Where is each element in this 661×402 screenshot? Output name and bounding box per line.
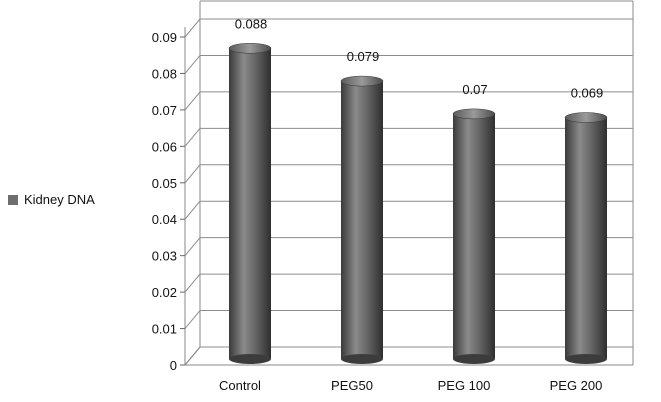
bars: [228, 43, 608, 364]
bar-body: [565, 117, 607, 360]
bar-top: [340, 75, 384, 87]
data-label: 0.079: [347, 49, 380, 64]
y-tick-label: 0: [170, 358, 177, 373]
bar-base: [341, 354, 383, 364]
x-tick-label: PEG 200: [550, 378, 603, 393]
bar-body: [341, 81, 383, 359]
bar-body: [453, 113, 495, 359]
bar: [340, 75, 384, 364]
legend-swatch: [8, 194, 18, 205]
bar: [564, 112, 608, 364]
gridline-side: [184, 91, 201, 111]
gridline-side: [184, 310, 201, 329]
data-label: 0.069: [571, 86, 604, 101]
y-tick-label: 0.04: [152, 212, 177, 227]
bar: [452, 108, 496, 364]
bar-top: [228, 43, 272, 54]
y-tick-label: 0.07: [152, 103, 177, 118]
y-tick-label: 0.06: [152, 139, 177, 154]
data-labels: 0.088 0.079 0.07 0.069: [235, 16, 604, 100]
x-tick-label: PEG50: [331, 378, 373, 393]
y-tick-label: 0.08: [152, 66, 177, 81]
legend: Kidney DNA: [8, 192, 95, 207]
y-tick-label: 0.05: [152, 176, 177, 191]
gridlines: [184, 0, 633, 366]
legend-label: Kidney DNA: [24, 192, 95, 207]
x-tick-label: PEG 100: [438, 378, 491, 393]
gridline-side: [184, 237, 201, 256]
y-tick-label: 0.01: [152, 322, 177, 337]
y-tick-label: 0.02: [152, 285, 177, 300]
bar-body: [229, 48, 271, 360]
gridline-side: [184, 128, 201, 147]
gridline-side: [184, 200, 201, 220]
gridline-side: [184, 164, 201, 184]
plot-frame: [184, 1, 634, 366]
bar: [228, 43, 272, 364]
gridline-side: [184, 18, 201, 38]
bar-base: [565, 354, 607, 364]
bar-base: [229, 354, 271, 364]
y-axis: 0 0.01 0.02 0.03 0.04 0.05 0.06 0.07 0.08 0.09: [152, 30, 185, 373]
gridline-side: [184, 346, 201, 366]
bar-base: [453, 354, 495, 364]
bar-top: [564, 112, 608, 123]
data-label: 0.07: [462, 82, 487, 97]
y-tick-label: 0.09: [152, 30, 177, 45]
data-label: 0.088: [235, 16, 268, 31]
bar-top: [452, 108, 496, 120]
gridline-side: [184, 273, 201, 293]
x-axis: Control PEG50 PEG 100 PEG 200: [219, 378, 602, 393]
x-tick-label: Control: [219, 378, 261, 393]
gridline-side: [184, 55, 201, 74]
y-tick-label: 0.03: [152, 249, 177, 264]
